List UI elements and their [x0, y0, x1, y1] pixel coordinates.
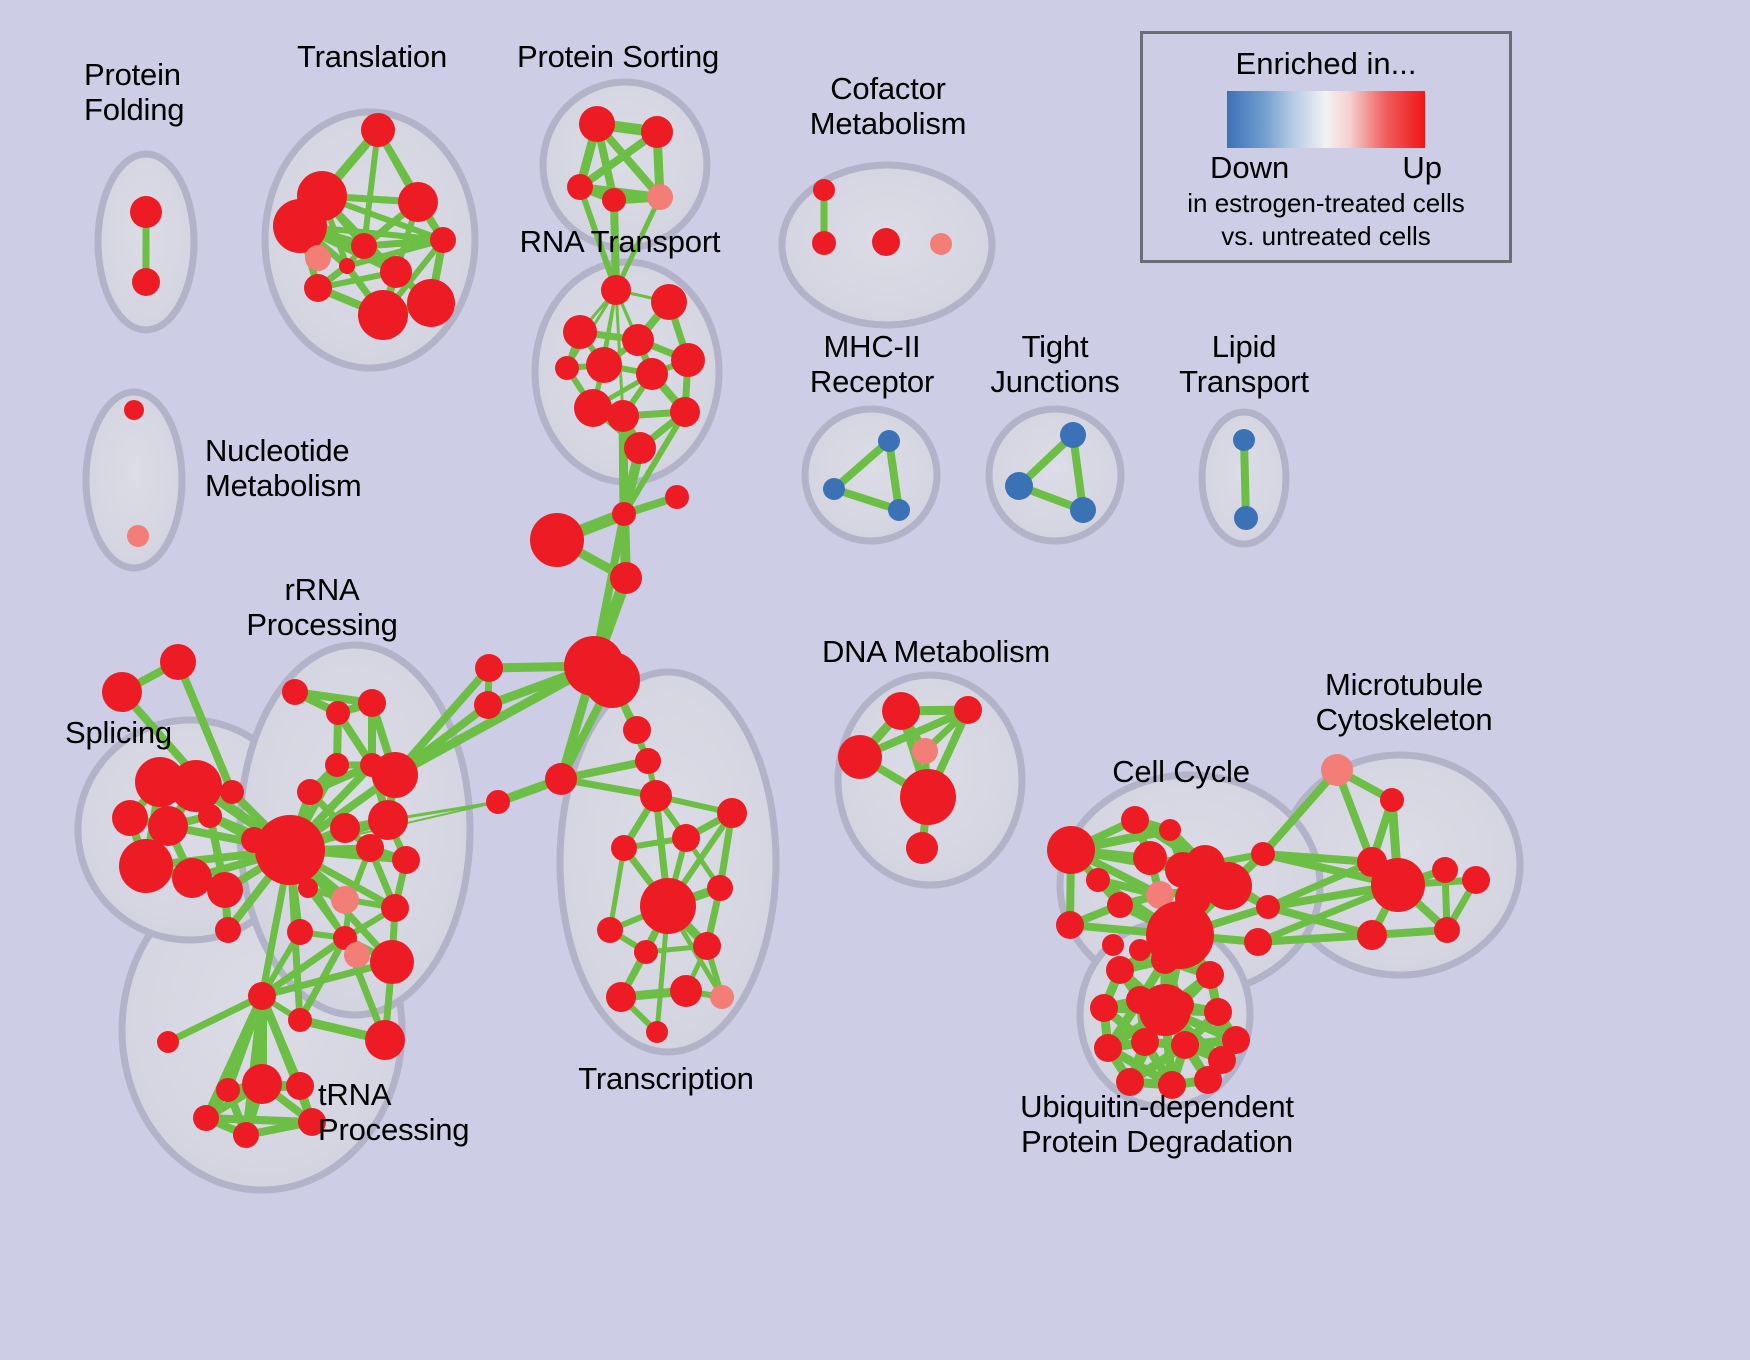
- cluster-label-ubiquitin-degradation: Ubiquitin-dependent Protein Degradation: [1020, 1089, 1294, 1159]
- cluster-ellipse-nucleotide-metabolism: [82, 388, 186, 572]
- cluster-label-cell-cycle: Cell Cycle: [1112, 754, 1250, 789]
- legend-box: Enriched in... Down Up in estrogen-treat…: [1140, 31, 1512, 263]
- cluster-label-dna-metabolism: DNA Metabolism: [821, 634, 1051, 669]
- cluster-label-transcription: Transcription: [578, 1061, 754, 1096]
- cluster-label-translation: Translation: [297, 39, 447, 74]
- cluster-label-protein-folding: Protein Folding: [84, 57, 185, 127]
- cluster-label-mhc-ii-receptor: MHC-II Receptor: [809, 329, 935, 399]
- legend-caption-line-1: in estrogen-treated cells: [1187, 188, 1465, 218]
- cluster-label-cofactor-metabolism: Cofactor Metabolism: [809, 71, 967, 141]
- legend-endpoints: Down Up: [1210, 150, 1442, 186]
- cluster-label-nucleotide-metabolism: Nucleotide Metabolism: [205, 433, 362, 503]
- cluster-label-rna-transport: RNA Transport: [519, 224, 721, 259]
- cluster-ellipse-mhc-ii-receptor: [801, 405, 941, 545]
- cluster-label-microtubule-cytoskeleton: Microtubule Cytoskeleton: [1315, 667, 1493, 737]
- legend-down-label: Down: [1210, 150, 1290, 185]
- cluster-label-rrna-processing: rRNA Processing: [246, 572, 398, 642]
- cluster-label-protein-sorting: Protein Sorting: [516, 39, 720, 74]
- legend-up-label: Up: [1402, 150, 1442, 185]
- legend-title: Enriched in...: [1235, 46, 1417, 81]
- legend-color-gradient: [1227, 91, 1425, 148]
- cluster-ellipse-tight-junctions: [985, 405, 1125, 545]
- network-nodes: [102, 106, 1490, 1148]
- cluster-label-lipid-transport: Lipid Transport: [1179, 329, 1309, 399]
- cluster-label-tight-junctions: Tight Junctions: [990, 329, 1120, 399]
- cluster-label-trna-processing: tRNA Processing: [318, 1077, 470, 1147]
- cluster-label-splicing: Splicing: [65, 715, 172, 750]
- legend-caption-line-2: vs. untreated cells: [1221, 221, 1431, 252]
